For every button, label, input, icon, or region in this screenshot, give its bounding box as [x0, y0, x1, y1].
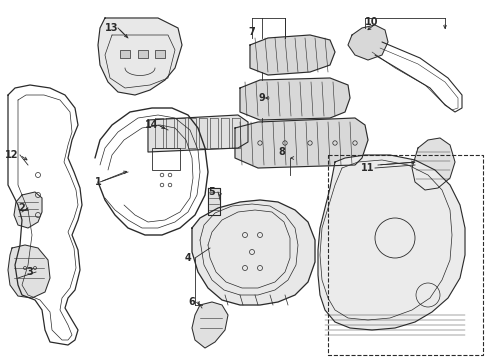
Polygon shape: [208, 188, 220, 215]
Text: 1: 1: [95, 177, 101, 187]
Polygon shape: [98, 18, 182, 95]
Text: 8: 8: [278, 147, 286, 157]
Text: 10: 10: [365, 17, 379, 27]
Polygon shape: [412, 138, 455, 190]
Text: 2: 2: [19, 203, 25, 213]
Text: 3: 3: [26, 267, 33, 277]
Bar: [328, 155, 483, 355]
Text: 9: 9: [259, 93, 266, 103]
Polygon shape: [192, 302, 228, 348]
Polygon shape: [348, 25, 388, 60]
Polygon shape: [14, 192, 42, 228]
Text: 13: 13: [105, 23, 119, 33]
Text: 6: 6: [189, 297, 196, 307]
Text: 12: 12: [5, 150, 19, 160]
Bar: [138, 50, 148, 58]
Polygon shape: [192, 200, 315, 305]
Text: 5: 5: [209, 187, 216, 197]
Polygon shape: [8, 245, 50, 298]
Text: 14: 14: [145, 120, 159, 130]
Polygon shape: [318, 155, 465, 330]
Bar: [152, 148, 180, 170]
Text: 7: 7: [248, 27, 255, 37]
Polygon shape: [240, 78, 350, 120]
Text: 4: 4: [185, 253, 192, 263]
Bar: [155, 50, 165, 58]
Polygon shape: [148, 115, 248, 152]
Text: 11: 11: [361, 163, 375, 173]
Polygon shape: [235, 118, 368, 168]
Bar: [120, 50, 130, 58]
Polygon shape: [250, 35, 335, 75]
